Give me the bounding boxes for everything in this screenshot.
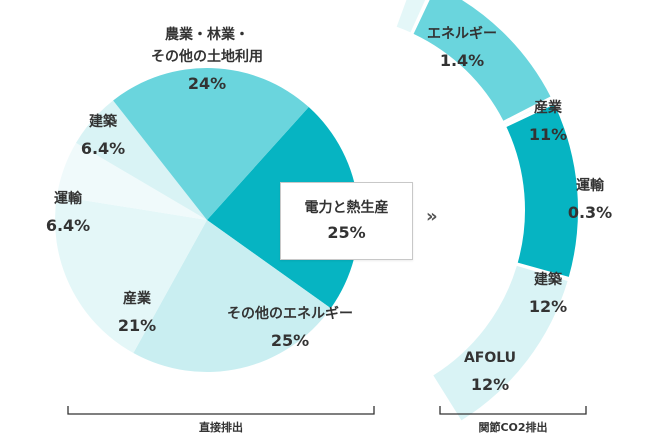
pie-slice-buildings — [76, 100, 207, 220]
pie-label-other-energy: その他のエネルギー — [227, 305, 353, 322]
pie-value-industry: 21% — [118, 316, 156, 335]
arc-segment-industry — [413, 0, 551, 121]
arc-label-industry: 産業 — [534, 99, 563, 116]
pie-label-industry: 産業 — [123, 290, 152, 307]
pie-label-transport: 運輸 — [54, 190, 83, 207]
pie-value-agriculture: 24% — [188, 74, 226, 93]
arc-segment-buildings — [506, 104, 579, 277]
highlight-value: 25% — [327, 223, 366, 242]
pie-value-buildings: 6.4% — [81, 139, 125, 158]
pie-slice-agriculture — [113, 68, 309, 220]
arc-segment-transport — [504, 100, 553, 124]
highlight-callout: 電力と熱生産 25% — [280, 182, 413, 260]
arc-label-buildings: 建築 — [534, 271, 563, 288]
arc-value-energy: 1.4% — [440, 51, 484, 70]
arc-segment-afolu — [433, 265, 568, 421]
pie-slice-transport — [56, 142, 207, 220]
arc-value-afolu: 12% — [471, 375, 509, 394]
pie-label-agriculture-line2: その他の土地利用 — [151, 48, 263, 65]
pie-value-transport: 6.4% — [46, 216, 90, 235]
pie-slice-industry — [55, 195, 207, 353]
arc-value-buildings: 12% — [529, 297, 567, 316]
pie-label-buildings: 建築 — [89, 113, 118, 130]
pie-label-agriculture-line1: 農業・林業・ — [165, 26, 249, 43]
arc-group — [396, 0, 579, 421]
highlight-name: 電力と熱生産 — [304, 200, 389, 216]
pie-slice-other-energy — [133, 220, 331, 372]
label-group: その他のエネルギー 25% 産業 21% 運輸 6.4% 建築 6.4% 農業・林業・その他の土… — [46, 25, 612, 394]
double-chevron-right-icon: » — [426, 206, 437, 227]
pie-value-other-energy: 25% — [271, 331, 309, 350]
bracket-group: 直接排出 関節CO2排出 — [67, 406, 587, 434]
arc-label-transport: 運輸 — [576, 177, 605, 194]
arc-segment-energy — [396, 0, 426, 33]
arc-bracket — [439, 406, 587, 415]
arc-label-afolu: AFOLU — [464, 350, 516, 366]
arc-value-industry: 11% — [529, 125, 567, 144]
pie-bracket — [67, 406, 375, 415]
arc-value-transport: 0.3% — [568, 203, 612, 222]
pie-axis-caption: 直接排出 — [199, 420, 243, 434]
arc-axis-caption: 関節CO2排出 — [478, 420, 547, 434]
arc-label-energy: エネルギー — [427, 25, 497, 42]
